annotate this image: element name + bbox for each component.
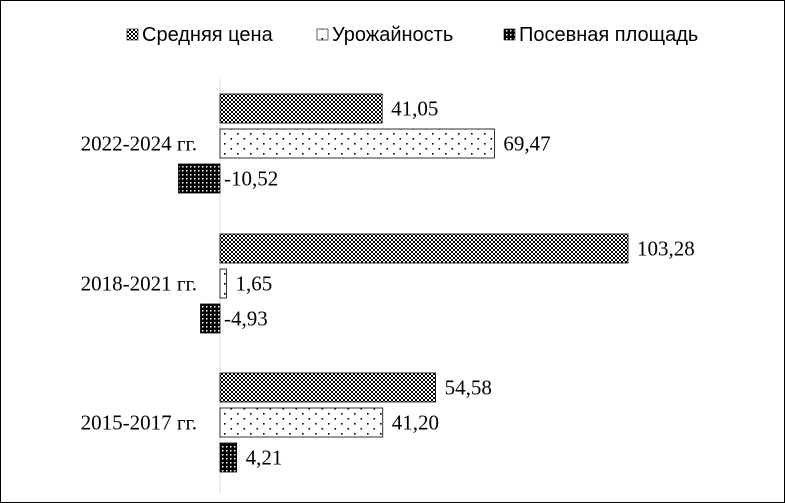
bar-средняя-цена-2015-2017-гг	[219, 372, 437, 403]
category-label: 2022-2024 гг.	[81, 132, 197, 156]
bar-средняя-цена-2018-2021-гг	[219, 233, 629, 264]
data-label: 41,20	[392, 411, 439, 435]
data-label: 1,65	[236, 272, 273, 296]
bar-посевная-площадь-2018-2021-гг	[200, 303, 221, 334]
legend-swatch-средняя-цена	[126, 28, 139, 41]
legend-label: Урожайность	[332, 24, 453, 46]
data-label: 103,28	[637, 237, 695, 261]
legend-label: Посевная площадь	[519, 24, 698, 46]
data-label: 69,47	[503, 132, 550, 156]
bar-средняя-цена-2022-2024-гг	[219, 93, 383, 124]
bar-урожайность-2022-2024-гг	[219, 128, 495, 159]
bar-урожайность-2015-2017-гг	[219, 407, 384, 438]
category-label: 2015-2017 гг.	[81, 411, 197, 435]
legend-swatch-посевная-площадь	[503, 28, 516, 41]
category-label: 2018-2021 гг.	[81, 272, 197, 296]
data-label: 41,05	[391, 97, 438, 121]
data-label: -10,52	[224, 167, 278, 191]
data-label: 4,21	[246, 446, 283, 470]
legend-label: Средняя цена	[142, 24, 274, 46]
bar-посевная-площадь-2015-2017-гг	[219, 442, 238, 473]
bar-урожайность-2018-2021-гг	[219, 268, 227, 299]
legend-swatch-урожайность	[316, 28, 329, 41]
plot-area: 2022-2024 гг. 41,05 69,47 -10,52 2018-2021 г…	[81, 79, 695, 493]
bar-посевная-площадь-2022-2024-гг	[178, 163, 221, 194]
data-label: -4,93	[224, 307, 268, 331]
data-label: 54,58	[445, 376, 492, 400]
legend: Средняя цена Урожайность Посевная площадь	[126, 24, 698, 46]
